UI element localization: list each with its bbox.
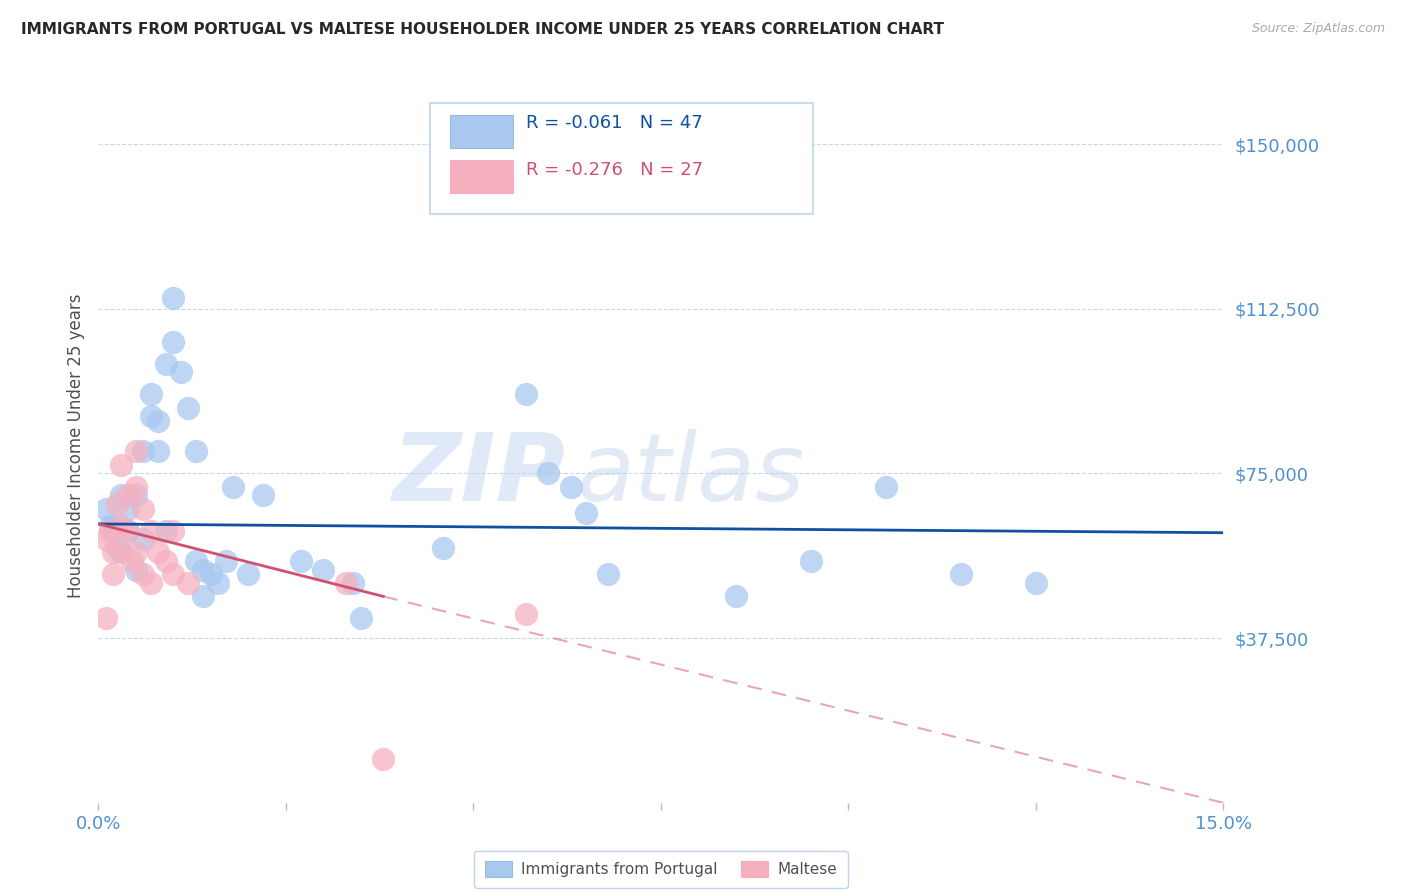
Point (193, 563, 215, 577)
Point (125, 488, 148, 502)
Point (103, 545, 125, 559)
Point (139, 576, 162, 591)
Point (515, 607, 537, 621)
Point (94, 501, 117, 516)
Point (117, 524, 139, 538)
Point (117, 501, 139, 516)
Point (162, 291, 184, 305)
Point (252, 488, 274, 502)
Point (98, 519, 121, 533)
Point (238, 567, 260, 582)
Point (207, 576, 229, 591)
Point (373, 752, 395, 766)
Point (110, 519, 132, 533)
Point (342, 576, 364, 591)
Y-axis label: Householder Income Under 25 years: Householder Income Under 25 years (66, 293, 84, 599)
Point (148, 545, 170, 559)
Text: IMMIGRANTS FROM PORTUGAL VS MALTESE HOUSEHOLDER INCOME UNDER 25 YEARS CORRELATIO: IMMIGRANTS FROM PORTUGAL VS MALTESE HOUS… (21, 22, 943, 37)
Point (875, 480, 897, 494)
Point (110, 545, 132, 559)
Point (537, 467, 560, 481)
Text: ZIP: ZIP (392, 428, 565, 521)
Point (155, 524, 177, 538)
Point (103, 567, 125, 582)
Point (125, 444, 148, 458)
Point (121, 554, 143, 568)
Point (162, 567, 184, 582)
Point (515, 387, 537, 401)
Point (724, 590, 747, 604)
Point (117, 488, 139, 502)
Point (94, 611, 117, 625)
Point (125, 480, 148, 494)
Text: Source: ZipAtlas.com: Source: ZipAtlas.com (1251, 22, 1385, 36)
Point (193, 590, 215, 604)
Point (155, 357, 177, 371)
Point (125, 545, 148, 559)
Point (148, 444, 170, 458)
Point (335, 576, 357, 591)
Point (132, 567, 155, 582)
Point (110, 545, 132, 559)
Point (177, 576, 200, 591)
Point (162, 524, 184, 538)
Point (105, 541, 128, 555)
Point (312, 563, 335, 577)
Legend: Immigrants from Portugal, Maltese: Immigrants from Portugal, Maltese (474, 851, 848, 888)
Point (177, 401, 200, 415)
Point (432, 541, 454, 555)
Point (350, 611, 373, 625)
Text: atlas: atlas (576, 429, 804, 520)
Point (200, 567, 222, 582)
FancyBboxPatch shape (450, 115, 513, 148)
Point (598, 567, 620, 582)
Point (148, 414, 170, 428)
Point (103, 519, 125, 533)
Point (139, 387, 162, 401)
Point (215, 554, 238, 568)
Point (94, 533, 117, 547)
Point (110, 458, 132, 472)
Point (222, 480, 245, 494)
FancyBboxPatch shape (450, 160, 513, 193)
Point (184, 444, 207, 458)
Text: R = -0.276   N = 27: R = -0.276 N = 27 (526, 161, 703, 178)
Text: R = -0.061   N = 47: R = -0.061 N = 47 (526, 114, 703, 132)
Point (949, 567, 972, 582)
Point (162, 334, 184, 349)
Point (98, 524, 121, 538)
Point (117, 524, 139, 538)
Point (575, 506, 598, 520)
Point (800, 554, 823, 568)
Point (139, 409, 162, 424)
Point (110, 488, 132, 502)
Point (184, 554, 207, 568)
Point (132, 533, 155, 547)
Point (125, 563, 148, 577)
Point (155, 554, 177, 568)
Point (170, 366, 193, 380)
Point (105, 497, 128, 511)
FancyBboxPatch shape (430, 103, 813, 214)
Point (290, 554, 312, 568)
Point (1025, 576, 1047, 591)
Point (139, 524, 162, 538)
Point (132, 501, 155, 516)
Point (132, 444, 155, 458)
Point (560, 480, 582, 494)
